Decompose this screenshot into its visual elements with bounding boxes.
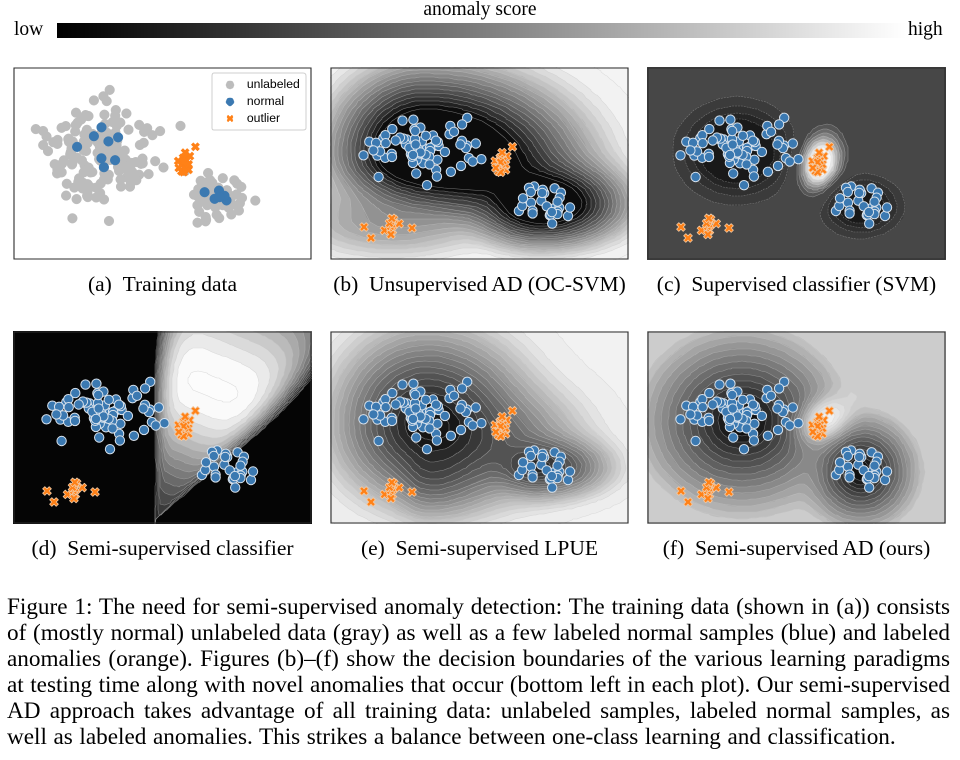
svg-text:unlabeled: unlabeled [247,77,300,91]
svg-text:outlier: outlier [247,111,280,125]
svg-text:normal: normal [247,94,284,108]
